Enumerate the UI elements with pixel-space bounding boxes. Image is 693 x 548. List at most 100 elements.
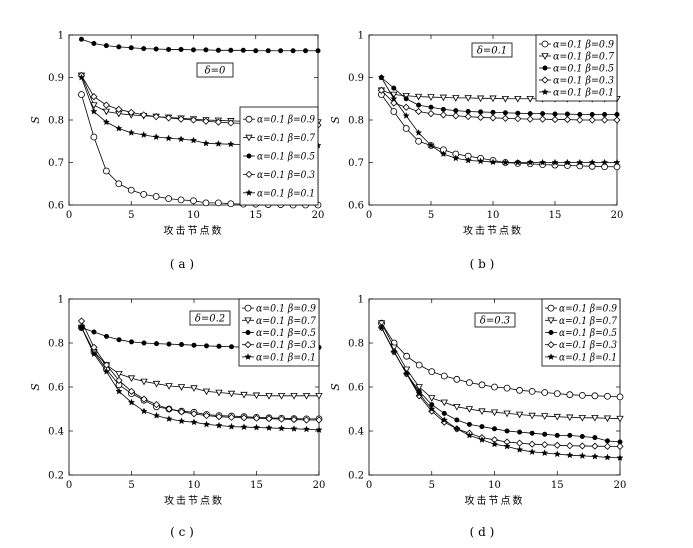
- data-point: [478, 436, 486, 443]
- x-tick-label: 15: [549, 210, 562, 221]
- data-point: [227, 390, 236, 398]
- data-point: [501, 114, 509, 122]
- x-axis-label: 攻击节点数: [164, 224, 224, 237]
- data-point: [603, 453, 612, 461]
- data-point: [177, 135, 185, 143]
- data-point: [77, 73, 86, 81]
- data-point: [491, 383, 498, 391]
- x-tick-label: 20: [313, 480, 326, 491]
- data-point: [490, 109, 496, 115]
- y-tick-label: 1: [58, 31, 64, 42]
- data-point: [115, 387, 123, 395]
- panel-caption: ( a ): [170, 257, 194, 271]
- data-point: [415, 137, 423, 145]
- data-point: [190, 385, 198, 392]
- data-point: [588, 116, 596, 124]
- data-point: [103, 43, 109, 49]
- data-point: [477, 113, 485, 122]
- data-point: [564, 111, 570, 117]
- data-point: [189, 136, 198, 144]
- data-point: [140, 111, 148, 119]
- data-point: [415, 384, 423, 391]
- data-point: [214, 140, 222, 147]
- data-point: [140, 407, 148, 415]
- data-point: [528, 412, 536, 420]
- data-point: [551, 116, 559, 124]
- y-tick-label: 0.6: [348, 383, 364, 394]
- data-point: [616, 393, 624, 401]
- y-tick-label: 0.9: [48, 73, 64, 84]
- data-point: [402, 92, 410, 100]
- data-point: [614, 111, 620, 117]
- data-point: [415, 361, 423, 369]
- x-tick-label: 20: [614, 480, 627, 491]
- legend: α=0.1 β=0.9α=0.1 β=0.7α=0.1 β=0.5α=0.1 β…: [238, 298, 320, 367]
- data-point: [377, 320, 386, 328]
- legend: α=0.1 β=0.9α=0.1 β=0.7α=0.1 β=0.5α=0.1 β…: [535, 34, 618, 102]
- data-point: [227, 140, 235, 148]
- legend-entry: α=0.1 β=0.9: [553, 40, 615, 51]
- data-point: [189, 116, 198, 124]
- data-point: [601, 116, 609, 124]
- chart-panel-d: 0 5 10 15 20 0.2 0.4 0.6 0.8 1 攻击节点数 Sδ=0.3 α=0.1 β=…: [329, 295, 626, 540]
- series-0: [378, 319, 624, 401]
- chart-panel-b: 0 5 10 15 20 0.6 0.7 0.8 0.9 1 攻击节点数 Sδ=0.1 α=0.1 β=…: [329, 31, 623, 272]
- data-point: [252, 414, 261, 422]
- x-tick-label: 0: [66, 210, 72, 221]
- annotation-box: [189, 310, 231, 326]
- data-point: [102, 167, 110, 175]
- annotation-label: δ=0.1: [477, 46, 507, 57]
- data-point: [90, 93, 98, 101]
- series-4: [377, 73, 621, 166]
- data-point: [252, 423, 261, 431]
- legend-entry: α=0.1 β=0.7: [553, 52, 615, 63]
- legend-marker: [541, 40, 549, 48]
- data-point: [465, 406, 474, 413]
- data-point: [315, 392, 323, 400]
- legend-marker: [547, 353, 555, 360]
- legend-entry: α=0.1 β=0.3: [553, 76, 614, 87]
- data-point: [588, 158, 596, 166]
- data-point: [177, 408, 186, 416]
- data-point: [527, 111, 533, 117]
- data-point: [440, 106, 446, 112]
- legend-marker: [245, 115, 253, 123]
- x-tick-label: 5: [428, 210, 434, 221]
- data-point: [428, 368, 436, 376]
- data-point: [501, 158, 509, 166]
- data-point: [165, 405, 173, 413]
- series-2: [78, 36, 321, 54]
- data-point: [229, 344, 235, 350]
- x-tick-label: 5: [128, 480, 134, 491]
- data-point: [416, 102, 422, 108]
- data-point: [154, 341, 160, 347]
- data-point: [127, 186, 135, 194]
- data-point: [214, 199, 222, 207]
- legend-marker: [547, 341, 555, 349]
- data-point: [190, 410, 198, 418]
- data-point: [403, 370, 411, 377]
- y-tick-label: 0.6: [348, 201, 364, 212]
- legend-entry: α=0.1 β=0.5: [559, 328, 617, 339]
- legend-marker: [542, 65, 548, 71]
- data-point: [227, 413, 236, 421]
- data-point: [203, 47, 209, 53]
- y-axis-label: S: [29, 383, 42, 391]
- data-point: [90, 107, 98, 115]
- data-point: [539, 115, 547, 123]
- panel-caption: ( d ): [470, 525, 495, 539]
- data-point: [563, 116, 571, 124]
- y-tick-label: 0.7: [348, 158, 364, 169]
- data-point: [277, 415, 286, 423]
- data-point: [453, 403, 461, 411]
- x-tick-label: 15: [250, 480, 263, 491]
- data-point: [515, 411, 524, 419]
- x-tick-label: 20: [312, 210, 325, 221]
- series-1: [377, 320, 624, 423]
- data-point: [290, 48, 296, 54]
- data-point: [178, 46, 184, 52]
- data-point: [526, 95, 534, 103]
- y-tick-label: 0.8: [348, 116, 364, 127]
- panel-caption: ( b ): [470, 257, 495, 271]
